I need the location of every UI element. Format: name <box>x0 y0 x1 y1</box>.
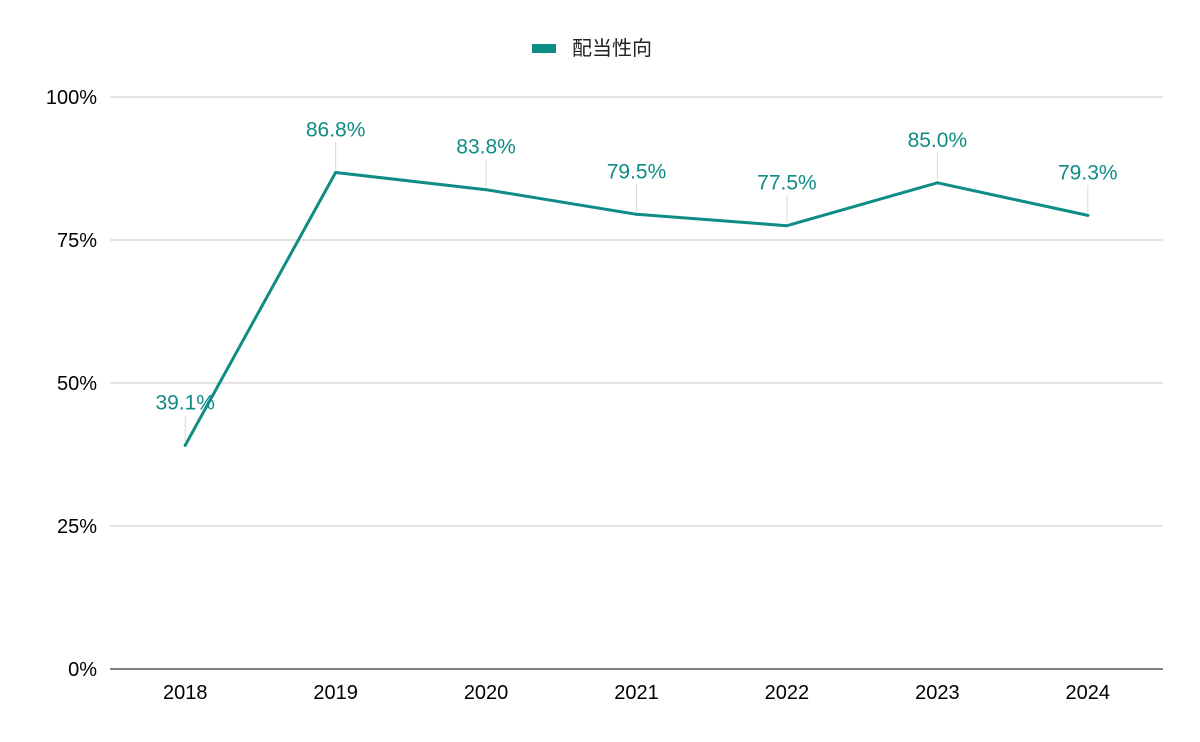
data-label: 79.3% <box>1058 161 1118 184</box>
data-point <box>935 181 939 185</box>
series-layer <box>183 171 1090 447</box>
data-point <box>785 224 789 228</box>
data-point <box>334 171 338 175</box>
data-label: 77.5% <box>757 172 817 195</box>
y-tick-label: 100% <box>46 87 97 109</box>
data-label: 85.0% <box>908 129 968 152</box>
data-label: 83.8% <box>456 136 516 159</box>
y-tick-label: 25% <box>57 516 97 538</box>
y-tick-label: 50% <box>57 373 97 395</box>
x-tick-label: 2020 <box>464 682 509 704</box>
data-labels: 39.1% 86.8% 83.8% 79.5% 77.5% 85.0% 79.3% <box>155 119 1118 443</box>
data-point <box>183 443 187 447</box>
data-point <box>1086 213 1090 217</box>
x-tick-label: 2023 <box>915 682 960 704</box>
x-tick-label: 2022 <box>765 682 810 704</box>
data-point <box>484 188 488 192</box>
legend-swatch <box>532 44 556 53</box>
legend: 配当性向 <box>532 36 652 60</box>
x-tick-label: 2018 <box>163 682 208 704</box>
x-tick-label: 2021 <box>614 682 659 704</box>
data-label: 86.8% <box>306 119 366 142</box>
x-tick-label: 2024 <box>1066 682 1111 704</box>
axes: 0% 25% 50% 75% 100% 2018 2019 2020 2021 2022 2023 2… <box>46 87 1163 704</box>
y-tick-label: 75% <box>57 230 97 252</box>
y-tick-label: 0% <box>68 659 97 681</box>
data-point <box>635 212 638 216</box>
x-tick-label: 2019 <box>313 682 358 704</box>
gridlines <box>110 96 1163 527</box>
data-label: 79.5% <box>607 160 667 183</box>
data-label: 39.1% <box>155 391 215 414</box>
legend-label: 配当性向 <box>572 36 652 60</box>
